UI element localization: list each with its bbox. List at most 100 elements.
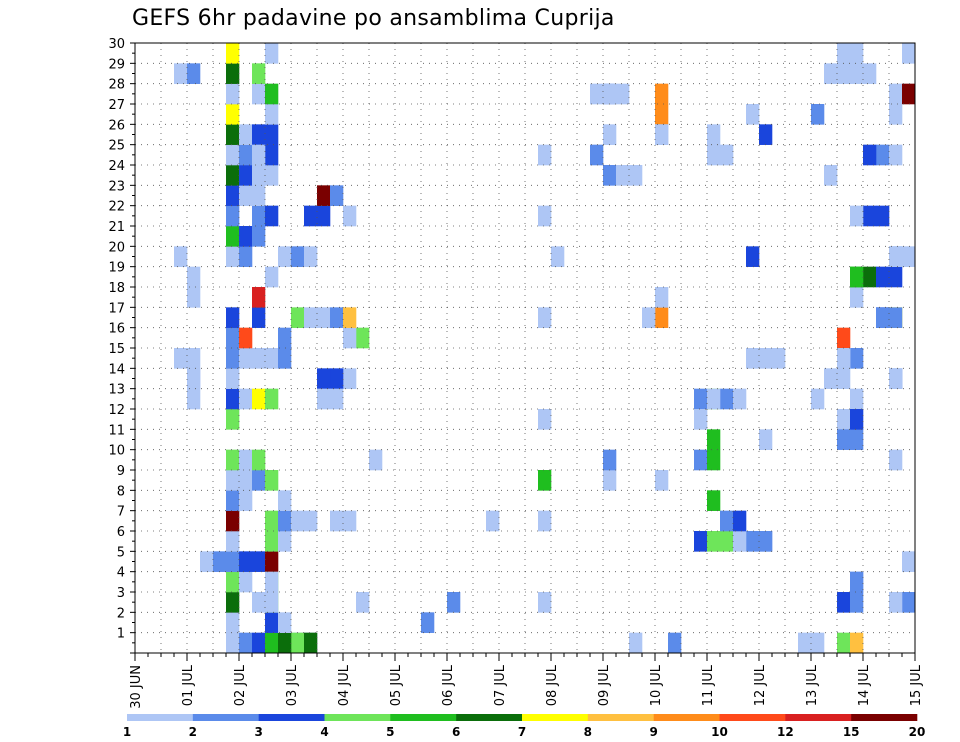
y-tick-label: 10 [108, 444, 125, 459]
heatmap-cell [720, 510, 734, 532]
heatmap-cell [265, 388, 279, 410]
heatmap-cell [252, 205, 266, 227]
grid-lines [135, 43, 915, 653]
heatmap-cell [707, 490, 721, 511]
heatmap-cell [239, 124, 253, 145]
heatmap-cell [655, 307, 669, 328]
heatmap-cell [902, 592, 916, 613]
heatmap-cell [538, 205, 552, 227]
heatmap-cell [226, 368, 240, 389]
heatmap-cell [850, 571, 864, 593]
heatmap-cell [278, 612, 292, 633]
y-tick-label: 30 [108, 37, 125, 52]
heatmap-cell [213, 551, 227, 572]
heatmap-cell [707, 449, 721, 471]
colorbar-label: 10 [711, 725, 728, 739]
heatmap-cell [889, 144, 903, 166]
y-tick-label: 18 [108, 281, 125, 296]
heatmap-cell [265, 43, 279, 64]
y-tick-label: 14 [108, 362, 125, 377]
y-tick-label: 27 [108, 98, 125, 113]
heatmap-cell [226, 185, 240, 206]
heatmap-cell [603, 124, 617, 145]
y-tick-label: 17 [108, 301, 125, 316]
heatmap-cell [304, 307, 318, 328]
heatmap-cell [239, 551, 253, 572]
heatmap-cell [733, 388, 747, 410]
heatmap-cell [850, 287, 864, 308]
heatmap-cell [252, 632, 266, 654]
heatmap-cell [837, 43, 851, 64]
heatmap-cell [837, 368, 851, 389]
heatmap-cell [265, 165, 279, 186]
heatmap-cell [278, 327, 292, 349]
heatmap-cell [252, 348, 266, 369]
x-tick-label: 03 JUL [285, 664, 300, 706]
heatmap-cell [616, 165, 630, 186]
heatmap-cell [226, 307, 240, 328]
colorbar-segment [851, 714, 918, 721]
x-tick-label: 02 JUL [233, 664, 248, 706]
heatmap-cell [252, 226, 266, 247]
heatmap-cell [902, 83, 916, 105]
y-tick-label: 22 [108, 200, 125, 215]
heatmap-cell [850, 348, 864, 369]
heatmap-cell [265, 612, 279, 633]
heatmap-cell [187, 63, 201, 84]
colorbar-label: 7 [518, 725, 526, 739]
heatmap-cell [304, 632, 318, 654]
heatmap-cell [811, 632, 825, 654]
heatmap-cell [226, 226, 240, 247]
heatmap-cell [343, 205, 357, 227]
heatmap-cell [265, 470, 279, 491]
colorbar-segment [522, 714, 589, 721]
heatmap-cell [239, 165, 253, 186]
x-tick-label: 04 JUL [337, 664, 352, 706]
heatmap-cell [252, 307, 266, 328]
y-tick-label: 13 [108, 383, 125, 398]
heatmap-cell [603, 83, 617, 105]
heatmap-cell [330, 388, 344, 410]
heatmap-cell [655, 124, 669, 145]
heatmap-cell [876, 205, 890, 227]
y-tick-label: 8 [117, 484, 125, 499]
heatmap-cell [226, 531, 240, 552]
heatmap-cell [902, 43, 916, 64]
colorbar-segment [127, 714, 194, 721]
heatmap-cell [538, 470, 552, 491]
x-tick-label: 10 JUL [649, 664, 664, 706]
heatmap-cell [317, 185, 331, 206]
heatmap-cell [304, 246, 318, 267]
y-tick-label: 2 [117, 606, 125, 621]
heatmap-cell [265, 124, 279, 145]
heatmap-cell [252, 144, 266, 166]
heatmap-cell [707, 144, 721, 166]
heatmap-cell [369, 449, 383, 471]
y-tick-label: 21 [108, 220, 125, 235]
y-tick-label: 6 [117, 525, 125, 540]
colorbar-label: 2 [189, 725, 197, 739]
heatmap-cell [252, 83, 266, 105]
colorbar-label: 15 [843, 725, 860, 739]
colorbar-label: 1 [123, 725, 131, 739]
heatmap-cell [876, 266, 890, 288]
heatmap-cell [837, 327, 851, 349]
heatmap-cell [265, 144, 279, 166]
y-tick-label: 3 [117, 586, 125, 601]
heatmap-cell [837, 348, 851, 369]
heatmap-cell [850, 388, 864, 410]
heatmap-cell [876, 307, 890, 328]
heatmap-cell [291, 307, 305, 328]
y-tick-label: 26 [108, 118, 125, 133]
heatmap-cell [837, 592, 851, 613]
heatmap-cell [330, 307, 344, 328]
heatmap-cell [226, 470, 240, 491]
heatmap-cell [317, 205, 331, 227]
x-axis: 30 JUN 01 JUL 02 JUL 03 JUL 04 JUL 05 JUL 06 J… [129, 653, 924, 709]
y-tick-label: 7 [117, 505, 125, 520]
heatmap-cell [265, 348, 279, 369]
heatmap-cell [239, 632, 253, 654]
heatmap-cell [226, 246, 240, 267]
heatmap-cell [824, 165, 838, 186]
heatmap-cell [239, 449, 253, 471]
